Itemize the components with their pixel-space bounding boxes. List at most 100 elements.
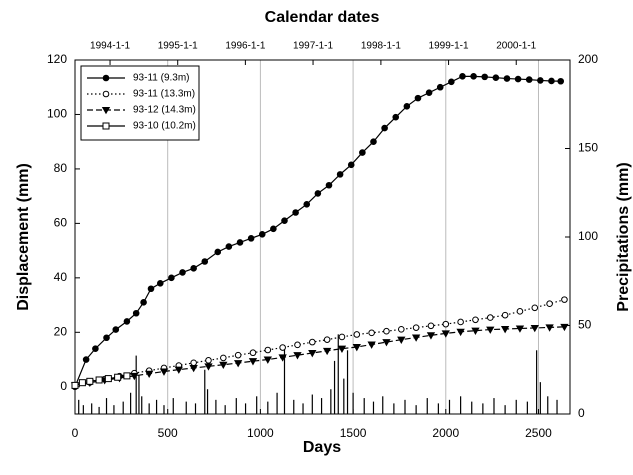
marker [71,381,79,389]
marker [102,122,110,130]
marker [220,354,227,362]
marker [264,346,272,354]
marker [368,329,375,337]
x-tick-label: 2000 [432,426,459,440]
marker [397,326,405,333]
x-tick-label: 1000 [247,426,274,440]
x-axis-title: Days [303,439,341,456]
marker [548,77,555,85]
marker [397,336,406,344]
marker [144,370,154,379]
x-tick-label: 2500 [525,426,552,440]
marker [352,344,361,352]
marker [132,309,140,317]
marker [201,258,209,265]
y2-tick-label: 150 [578,141,598,155]
marker [472,316,479,324]
top-tick-label: 1998-1-1 [361,41,401,52]
marker [470,73,477,80]
marker [95,376,103,384]
y2-tick-label: 0 [578,406,585,420]
marker [236,239,244,246]
marker [123,318,131,325]
marker [225,243,233,250]
marker [147,285,155,293]
y-axis-title: Displacement (mm) [15,163,32,311]
marker [130,372,139,381]
marker [546,300,553,308]
marker [258,230,266,238]
marker [114,373,122,381]
marker [214,248,222,256]
marker [278,354,287,362]
marker [103,334,110,342]
x-tick-label: 1500 [340,426,367,440]
y2-axis-title: Precipitations (mm) [615,162,632,311]
marker [481,73,489,81]
marker [537,77,544,84]
y2-tick-label: 200 [578,52,598,66]
marker [204,363,213,371]
y-tick-label: 120 [47,52,67,66]
top-tick-label: 1995-1-1 [158,41,198,52]
marker [190,359,197,367]
y-tick-label: 80 [54,161,68,175]
marker [412,324,420,331]
marker [190,265,197,272]
marker [486,326,495,334]
marker [414,94,422,102]
marker [353,331,361,338]
top-tick-label: 1997-1-1 [293,41,333,52]
marker [411,334,421,342]
marker [436,83,444,91]
marker [323,336,331,343]
marker [281,217,288,224]
marker [337,345,347,353]
marker [303,201,311,208]
marker [140,299,147,306]
marker [322,347,332,356]
marker [82,356,90,363]
marker [309,338,316,346]
marker [233,360,243,368]
marker [293,352,302,360]
marker [514,75,522,83]
marker [248,358,258,366]
marker [102,74,110,82]
marker [205,357,212,364]
marker [102,90,110,98]
marker [557,77,565,85]
marker [292,209,299,216]
marker [370,138,377,145]
y2-tick-label: 100 [578,229,598,243]
marker [249,349,257,357]
marker [101,107,111,115]
marker [561,296,568,303]
marker [403,102,411,110]
marker [382,339,391,347]
marker [112,326,120,333]
marker [427,322,435,330]
top-axis-title: Calendar dates [265,9,380,26]
marker [174,366,183,374]
marker [179,269,186,276]
marker [381,124,388,132]
marker [516,308,524,315]
top-tick-label: 1994-1-1 [90,41,130,52]
marker [92,345,99,352]
marker [441,330,450,338]
marker [525,76,533,83]
marker [367,341,376,349]
marker [383,327,390,335]
marker [531,304,539,312]
x-tick-label: 0 [72,426,79,440]
marker [279,344,286,351]
marker [359,149,366,156]
marker [314,190,322,197]
marker [168,274,175,282]
marker [459,73,466,80]
marker [189,364,198,373]
marker [336,171,344,178]
y-tick-label: 100 [47,107,67,121]
